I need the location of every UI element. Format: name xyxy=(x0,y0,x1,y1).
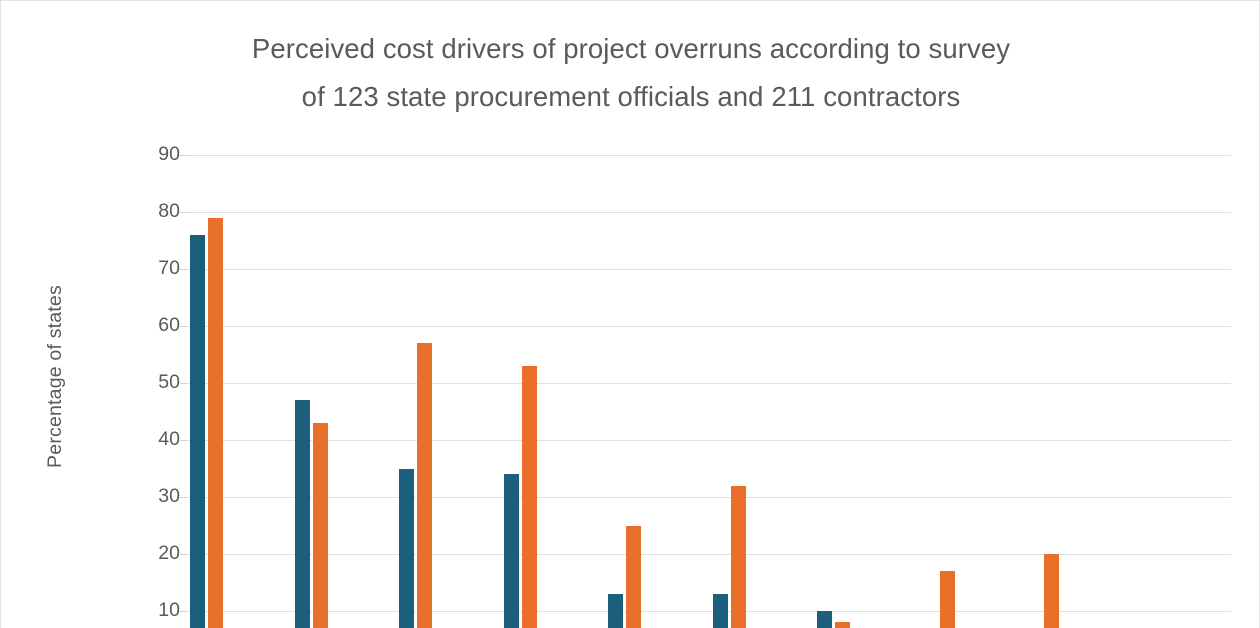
y-axis-tick-mark xyxy=(180,497,186,498)
bar-series-2-category-1 xyxy=(208,217,223,628)
gridline xyxy=(186,440,1231,441)
bar-series-1-category-2 xyxy=(294,400,310,628)
y-axis-tick-mark xyxy=(180,155,186,156)
bar-series-1-category-7 xyxy=(817,611,832,628)
bar-series-2-category-3 xyxy=(417,343,432,628)
y-axis-tick-label: 60 xyxy=(158,314,180,336)
y-axis-tick-mark xyxy=(180,611,186,612)
bar-series-1-category-5 xyxy=(608,593,623,628)
gridline xyxy=(186,269,1231,270)
y-axis-tick-mark xyxy=(180,269,186,270)
y-axis-tick-label: 40 xyxy=(158,428,180,450)
bar-series-2-category-5 xyxy=(626,525,641,628)
gridline xyxy=(186,326,1231,327)
bar-series-1-category-1 xyxy=(190,234,205,628)
y-axis-tick-label: 90 xyxy=(158,143,180,165)
plot-area xyxy=(186,141,1231,628)
gridline xyxy=(186,497,1231,498)
chart-title-line-1: Perceived cost drivers of project overru… xyxy=(251,33,1011,64)
y-axis-tick-label: 20 xyxy=(158,542,180,564)
gridline xyxy=(186,383,1231,384)
y-axis-tick-labels: 90 80 70 60 50 40 30 20 10 xyxy=(126,141,180,628)
y-axis-tick-label: 50 xyxy=(158,371,180,393)
bar-series-1-category-3 xyxy=(399,468,414,628)
y-axis-tick-mark xyxy=(180,383,186,384)
bar-series-2-category-8 xyxy=(939,571,955,628)
y-axis-tick-label: 80 xyxy=(158,200,180,222)
y-axis-tick-mark xyxy=(180,326,186,327)
y-axis-tick-mark xyxy=(180,440,186,441)
bar-series-2-category-6 xyxy=(730,485,746,628)
y-axis-tick-mark xyxy=(180,554,186,555)
bar-series-1-category-6 xyxy=(712,593,728,628)
bar-series-2-category-9 xyxy=(1044,554,1059,628)
bar-series-2-category-4 xyxy=(521,365,537,628)
chart-title: Perceived cost drivers of project overru… xyxy=(121,25,1141,121)
chart-title-line-2: of 123 state procurement officials and 2… xyxy=(301,81,961,112)
bar-series-1-category-4 xyxy=(503,474,519,628)
y-axis-tick-mark xyxy=(180,212,186,213)
bar-series-2-category-7 xyxy=(835,622,850,628)
gridline xyxy=(186,554,1231,555)
gridline xyxy=(186,212,1231,213)
y-axis-tick-label: 10 xyxy=(158,599,180,621)
bar-series-2-category-2 xyxy=(312,422,328,628)
y-axis-tick-label: 70 xyxy=(158,257,180,279)
gridline xyxy=(186,611,1231,612)
y-axis-tick-label: 30 xyxy=(158,485,180,507)
gridline xyxy=(186,155,1231,156)
